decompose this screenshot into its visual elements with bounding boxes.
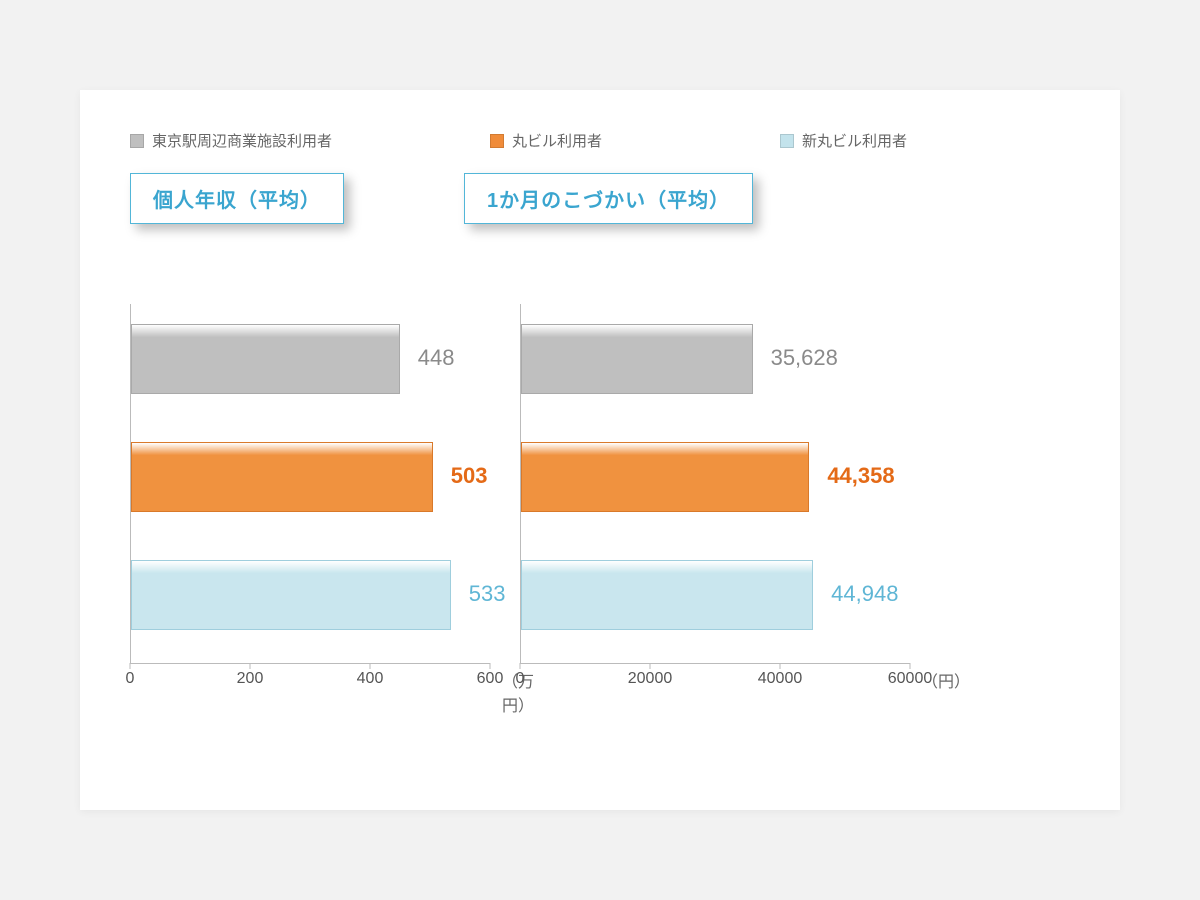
bar-value-label: 44,948 — [831, 581, 898, 607]
legend-item: 新丸ビル利用者 — [780, 130, 907, 151]
allowance-chart: 35,628 44,358 44,948 0 20000 40000 60000… — [520, 304, 910, 694]
x-axis: 0 200 400 600 （万円） — [130, 664, 490, 694]
tick-label: 0 — [126, 670, 135, 688]
tick-label: 0 — [516, 670, 525, 688]
tick-label: 40000 — [758, 670, 803, 688]
tick-label: 400 — [357, 670, 384, 688]
legend-label: 東京駅周辺商業施設利用者 — [152, 130, 332, 151]
bar — [521, 442, 809, 512]
tick-label: 200 — [237, 670, 264, 688]
tick-label: 20000 — [628, 670, 673, 688]
legend-label: 新丸ビル利用者 — [802, 130, 907, 151]
bar — [131, 442, 433, 512]
chart-title-box: 1か月のこづかい（平均） — [464, 173, 753, 224]
charts-row: 448 503 533 0 200 400 600 （万円） — [130, 304, 1070, 694]
legend-swatch — [490, 134, 504, 148]
legend-swatch — [780, 134, 794, 148]
chart-titles-row: 個人年収（平均） 1か月のこづかい（平均） — [130, 173, 1070, 224]
plot-area: 448 503 533 — [130, 304, 490, 664]
bar-value-label: 35,628 — [771, 345, 838, 371]
x-axis: 0 20000 40000 60000 （円） — [520, 664, 910, 694]
legend-swatch — [130, 134, 144, 148]
axis-unit-label: （円） — [922, 668, 970, 692]
bar-value-label: 44,358 — [827, 463, 894, 489]
plot-area: 35,628 44,358 44,948 — [520, 304, 910, 664]
legend-item: 丸ビル利用者 — [490, 130, 780, 151]
chart-title-box: 個人年収（平均） — [130, 173, 344, 224]
legend: 東京駅周辺商業施設利用者 丸ビル利用者 新丸ビル利用者 — [130, 130, 1070, 151]
bar — [131, 560, 451, 630]
bar-value-label: 503 — [451, 463, 488, 489]
chart-card: 東京駅周辺商業施設利用者 丸ビル利用者 新丸ビル利用者 個人年収（平均） 1か月… — [80, 90, 1120, 810]
bar — [131, 324, 400, 394]
bar — [521, 560, 813, 630]
legend-label: 丸ビル利用者 — [512, 130, 602, 151]
income-chart: 448 503 533 0 200 400 600 （万円） — [130, 304, 490, 694]
tick-label: 600 — [477, 670, 504, 688]
bar-value-label: 448 — [418, 345, 455, 371]
legend-item: 東京駅周辺商業施設利用者 — [130, 130, 490, 151]
bar — [521, 324, 753, 394]
bar-value-label: 533 — [469, 581, 506, 607]
